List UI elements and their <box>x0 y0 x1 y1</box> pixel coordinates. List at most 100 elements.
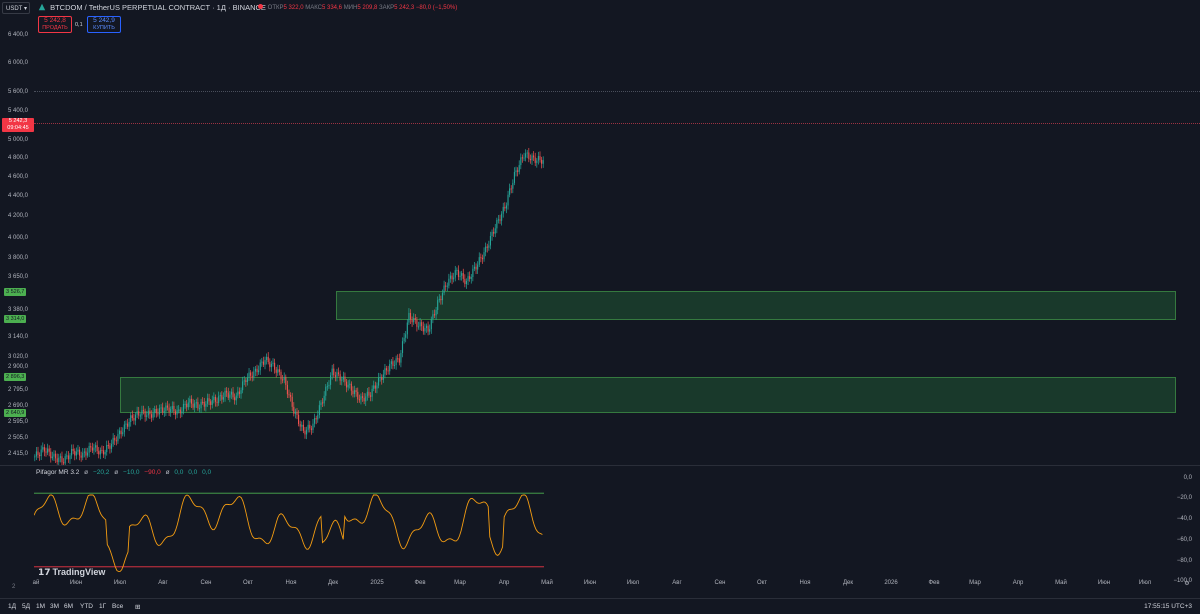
candle-body <box>393 364 396 366</box>
candle-body <box>344 376 346 382</box>
candle-body <box>542 160 544 164</box>
pane-divider[interactable] <box>0 465 1200 466</box>
candle-body <box>489 235 492 246</box>
sell-button[interactable]: 5 242,8 ПРОДАТЬ <box>38 16 72 33</box>
candle-body <box>130 415 132 422</box>
candle-body <box>229 394 231 398</box>
candle-body <box>85 451 87 456</box>
settings-gear-icon[interactable]: ⚙ <box>1184 581 1190 587</box>
candle-body <box>35 451 37 457</box>
candle-body <box>497 219 499 221</box>
oscillator-separator: ø <box>114 469 119 476</box>
candle-body <box>117 434 119 442</box>
price-tick: 4 000,0 <box>8 235 29 241</box>
candle-body <box>283 376 285 380</box>
candle-body <box>174 411 177 415</box>
price-tick: 4 800,0 <box>8 155 29 161</box>
candle-body <box>533 155 535 158</box>
timeframe-ytd[interactable]: YTD <box>80 603 93 610</box>
candle-body <box>253 371 255 378</box>
candle-body <box>290 395 292 397</box>
candle-body <box>39 454 41 457</box>
candle-body <box>75 451 77 456</box>
candle-body <box>216 401 218 403</box>
candle-body <box>347 384 349 388</box>
oscillator-value: 0,0 <box>174 469 184 476</box>
candle-body <box>178 409 180 411</box>
candle-body <box>266 356 268 361</box>
timeframe-1m[interactable]: 1М <box>36 603 46 610</box>
candle-body <box>488 245 490 248</box>
price-axis[interactable]: 6 400,0 6 000,0 5 600,0 5 400,0 5 200,0 … <box>0 28 34 468</box>
tradingview-logo[interactable]: 𝟭𝟳 TradingView <box>38 567 105 578</box>
timeframe-6m[interactable]: 6М <box>64 603 74 610</box>
chart-title[interactable]: BTCDOM / TetherUS PERPETUAL CONTRACT · 1… <box>38 3 266 12</box>
timeframe-all[interactable]: Все <box>112 603 124 610</box>
time-tick: Май <box>541 580 553 586</box>
time-tick: 2025 <box>370 580 384 586</box>
candle-body <box>494 228 496 234</box>
candle-body <box>451 275 453 280</box>
candle-body <box>138 411 140 416</box>
candle-body <box>270 363 272 368</box>
price-chart[interactable] <box>34 30 544 466</box>
date-range-icon[interactable]: ⊞ <box>135 604 141 611</box>
candle-body <box>537 156 539 161</box>
bottom-toolbar: 1Д 5Д 1М 3М 6М YTD 1Г Все ⊞ 17:55:15 UTC… <box>0 598 1200 614</box>
candle-body <box>99 450 101 455</box>
candle-body <box>53 453 55 457</box>
candle-body <box>523 157 525 159</box>
candle-body <box>417 326 420 328</box>
candle-body <box>322 402 324 404</box>
candle-body <box>48 448 50 452</box>
candle-body <box>477 264 479 270</box>
candle-body <box>221 395 223 400</box>
time-tick: Июл <box>1138 580 1152 586</box>
candle-body <box>408 312 410 323</box>
symbol-select[interactable]: USDT ▾ <box>2 2 30 14</box>
demand-zone-upper[interactable] <box>336 291 1176 320</box>
candle-body <box>341 379 343 381</box>
candle-body <box>381 377 383 380</box>
candle-body <box>363 397 365 402</box>
candle-body <box>509 188 511 195</box>
candle-body <box>422 326 424 332</box>
candle-body <box>165 405 167 412</box>
candle-body <box>352 390 354 394</box>
candle-body <box>529 158 531 161</box>
candle-body <box>462 273 464 279</box>
candle-body <box>403 337 405 342</box>
candle-body <box>51 456 53 459</box>
timeframe-3m[interactable]: 3М <box>50 603 60 610</box>
oscillator-line <box>34 494 543 572</box>
candle-body <box>90 446 92 448</box>
buy-button[interactable]: 5 242,9 КУПИТЬ <box>87 16 121 33</box>
candle-body <box>409 312 412 320</box>
oscillator-legend[interactable]: Pifagor MR 3.2 ø −20,2 ø −10,0 −90,0 ø 0… <box>36 469 211 476</box>
close-value: 5 242,3 <box>394 5 415 11</box>
candle-body <box>339 374 341 381</box>
oscillator-value: 0,0 <box>188 469 198 476</box>
spread-value: 0,1 <box>75 22 83 28</box>
candle-body <box>40 449 42 457</box>
timeframe-5d[interactable]: 5Д <box>22 603 31 610</box>
oscillator-chart[interactable] <box>34 484 544 576</box>
oscillator-axis[interactable]: 0,0 −20,0 −40,0 −60,0 −80,0 −100,0 <box>1170 470 1200 584</box>
candle-body <box>419 322 421 327</box>
time-tick: 2026 <box>884 580 898 586</box>
ohlc-readout: ОТКР5 322,0 МАКС5 334,6 МИН5 209,8 ЗАКР5… <box>258 4 457 11</box>
scale-toggle-icon[interactable]: 2 <box>12 584 16 590</box>
time-tick: Апр <box>1012 580 1024 586</box>
timeframe-1y[interactable]: 1Г <box>99 603 107 610</box>
zone-label: 2 896,3 <box>4 373 27 381</box>
time-axis[interactable]: ай Июн Июл Авг Сен Окт Ноя Дек 2025 Фев … <box>0 580 1200 594</box>
candle-body <box>227 392 229 398</box>
candle-body <box>421 322 423 327</box>
time-tick: Фев <box>928 580 940 586</box>
candle-body <box>187 402 189 408</box>
candle-body <box>326 386 328 388</box>
candle-body <box>536 160 538 163</box>
demand-zone-lower[interactable] <box>120 377 1176 413</box>
candle-body <box>387 370 389 372</box>
timeframe-1d[interactable]: 1Д <box>8 603 17 610</box>
